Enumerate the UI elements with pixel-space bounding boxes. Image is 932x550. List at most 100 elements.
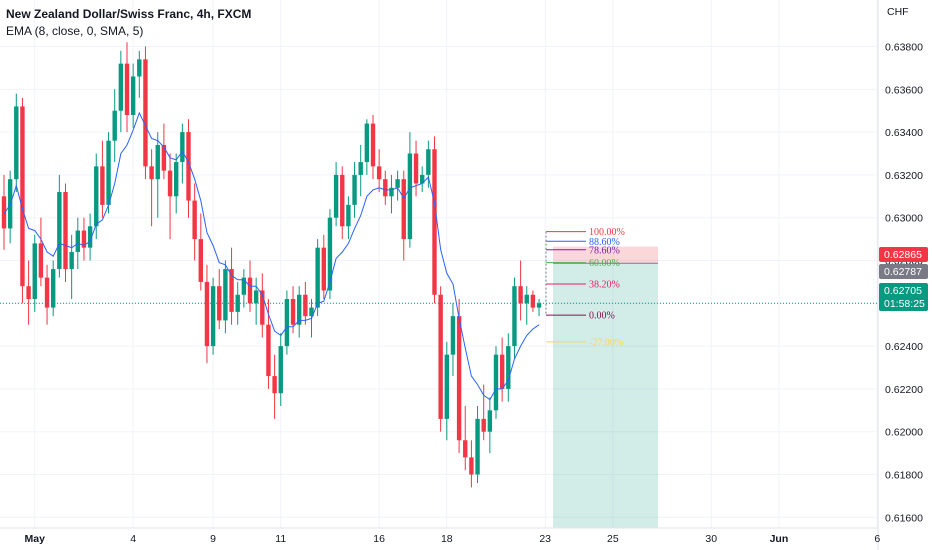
x-tick-5: 18 [441,533,453,545]
candle-32 [198,213,203,291]
candle-34 [210,277,216,355]
time-axis[interactable]: May 4 9 11 16 18 23 25 30 Jun 6 [0,527,880,545]
candle-4 [26,260,31,325]
x-tick-7: 25 [607,533,619,545]
candle-48 [297,286,302,338]
candle-83 [512,277,517,359]
candle-75 [463,406,468,471]
ema-series-line [3,111,540,401]
candle-60 [370,114,376,180]
candle-86 [530,290,536,312]
candle-2 [14,93,19,193]
candle-79 [487,397,493,454]
candle-62 [383,170,388,205]
fib-label-3: 60.00% [589,258,620,269]
candle-61 [376,149,382,193]
candle-35 [217,269,222,329]
candle-39 [241,269,247,308]
candle-64 [395,170,400,201]
candle-7 [44,264,50,325]
candle-66 [407,132,413,248]
candle-67 [413,140,419,197]
fib-label-2: 78.60% [589,245,620,256]
candle-44 [272,354,277,419]
candle-56 [346,196,351,240]
candle-87 [536,299,542,317]
candle-20 [124,42,130,133]
candle-25 [155,132,160,218]
candle-73 [450,303,456,377]
candle-53 [327,209,333,300]
candle-42 [260,273,265,338]
symbol-title[interactable]: New Zealand Dollar/Swiss Franc, 4h, FXCM [6,7,252,21]
candle-58 [358,144,363,197]
candle-6 [38,217,44,287]
candle-26 [161,123,167,180]
candle-57 [352,162,357,218]
fib-label-5: 0.00% [589,311,615,322]
x-tick-10: 6 [874,533,880,545]
candle-8 [51,260,56,317]
candle-16 [100,140,105,218]
candle-85 [524,286,529,325]
candle-63 [389,174,394,214]
candles [1,42,542,488]
y-tick-7: 0.62400 [885,341,923,353]
candle-72 [444,341,449,441]
price-axis[interactable]: CHF 0.63800 0.63600 0.63400 0.63200 0.63000 0.… [877,0,923,550]
candle-76 [469,440,474,488]
study-label[interactable]: EMA (8, close, 0, SMA, 5) [6,24,144,38]
price-tag-0: 0.62865 [879,247,928,262]
take-profit-zone[interactable] [553,263,658,528]
candle-27 [167,153,173,240]
y-tick-9: 0.62000 [885,427,923,439]
candle-80 [493,346,499,419]
candle-55 [340,166,345,240]
candle-70 [432,136,437,304]
y-tick-4: 0.63000 [885,213,923,225]
chart-legend: New Zealand Dollar/Swiss Franc, 4h, FXCM… [6,6,251,40]
candle-31 [192,183,197,261]
candle-30 [186,119,191,218]
candle-74 [456,299,462,454]
short-position-tool[interactable] [553,246,658,528]
candle-59 [364,119,370,175]
x-tick-2: 9 [210,533,216,545]
svg-text:0.62705: 0.62705 [884,285,922,297]
candle-19 [118,50,124,133]
price-tag-1: 0.62787 [879,264,928,279]
candle-33 [204,264,210,364]
candle-69 [426,140,431,188]
candle-23 [143,46,148,180]
candle-52 [321,234,326,300]
candle-3 [20,97,25,304]
candle-84 [518,260,523,321]
candle-47 [290,286,296,334]
x-tick-3: 11 [275,533,286,545]
candle-14 [87,213,93,261]
y-tick-0: 0.63800 [885,42,923,54]
svg-text:0.62787: 0.62787 [884,266,922,278]
candle-15 [94,153,99,240]
candle-5 [32,234,37,312]
candle-17 [106,132,111,214]
x-tick-4: 16 [373,533,385,545]
y-tick-10: 0.61800 [885,470,923,482]
x-tick-8: 30 [705,533,717,545]
candle-54 [333,162,339,227]
candle-81 [499,337,505,402]
candle-68 [420,166,425,193]
candle-65 [401,170,406,261]
currency-label: CHF [887,6,909,18]
candle-49 [303,281,308,325]
candle-18 [112,89,117,163]
fib-retracement[interactable]: 100.00%88.60%78.60% 60.00% 38.20% 0.00% -27.… [545,227,625,348]
fib-label-6: -27.00% [589,337,623,348]
candle-10 [63,183,68,282]
candle-11 [69,234,74,300]
stop-loss-zone[interactable] [553,246,658,264]
candle-41 [253,277,259,325]
candle-36 [223,260,228,334]
